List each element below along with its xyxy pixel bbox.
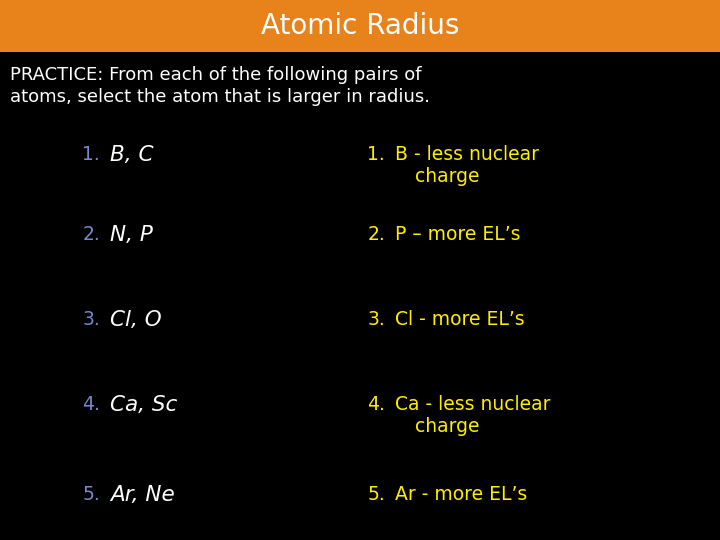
Text: Cl, O: Cl, O bbox=[110, 310, 161, 330]
Text: 5.: 5. bbox=[367, 485, 385, 504]
Text: 2.: 2. bbox=[367, 225, 385, 244]
FancyBboxPatch shape bbox=[0, 0, 720, 52]
Text: Ca, Sc: Ca, Sc bbox=[110, 395, 177, 415]
Text: 5.: 5. bbox=[82, 485, 100, 504]
Text: 4.: 4. bbox=[367, 395, 385, 414]
Text: 3.: 3. bbox=[367, 310, 385, 329]
Text: Ca - less nuclear: Ca - less nuclear bbox=[395, 395, 551, 414]
Text: B - less nuclear: B - less nuclear bbox=[395, 145, 539, 164]
Text: 3.: 3. bbox=[82, 310, 100, 329]
Text: N, P: N, P bbox=[110, 225, 153, 245]
Text: charge: charge bbox=[415, 417, 480, 436]
Text: charge: charge bbox=[415, 167, 480, 186]
Text: 2.: 2. bbox=[82, 225, 100, 244]
Text: PRACTICE: From each of the following pairs of: PRACTICE: From each of the following pai… bbox=[10, 66, 421, 84]
Text: 1.: 1. bbox=[82, 145, 100, 164]
Text: 4.: 4. bbox=[82, 395, 100, 414]
Text: Atomic Radius: Atomic Radius bbox=[261, 12, 459, 40]
Text: atoms, select the atom that is larger in radius.: atoms, select the atom that is larger in… bbox=[10, 88, 430, 106]
Text: Cl - more EL’s: Cl - more EL’s bbox=[395, 310, 525, 329]
Text: Ar - more EL’s: Ar - more EL’s bbox=[395, 485, 527, 504]
Text: P – more EL’s: P – more EL’s bbox=[395, 225, 521, 244]
Text: B, C: B, C bbox=[110, 145, 153, 165]
Text: Ar, Ne: Ar, Ne bbox=[110, 485, 175, 505]
Text: 1.: 1. bbox=[367, 145, 385, 164]
